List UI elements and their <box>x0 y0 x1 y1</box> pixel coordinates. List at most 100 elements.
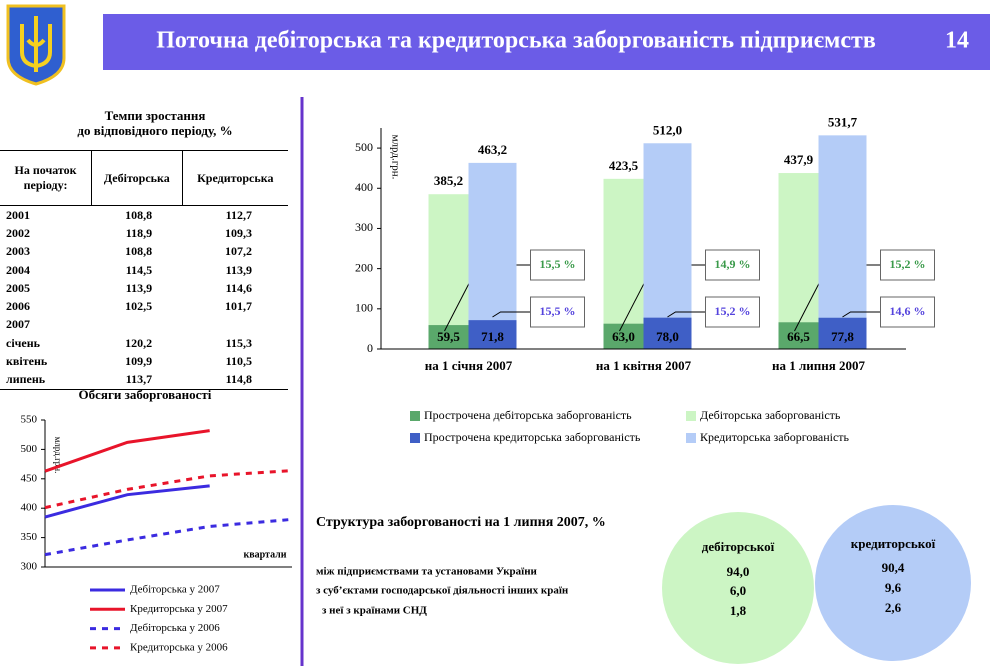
bar <box>428 325 469 349</box>
table-row: 2005 113,9 114,6 <box>0 279 288 297</box>
table-row: 2004 114,5 113,9 <box>0 261 288 279</box>
x-axis-label: квартали <box>243 549 286 560</box>
y-tick-label: 0 <box>367 341 373 355</box>
share-box <box>530 296 585 328</box>
y-axis-label: млрд.грн. <box>53 437 63 474</box>
share-label: 15,2 % <box>715 304 751 318</box>
share-box <box>530 249 585 281</box>
share-label: 14,9 % <box>715 257 751 271</box>
bar <box>603 178 644 349</box>
growth-table: На початок періоду: Дебіторська Кредиторсь… <box>0 150 290 390</box>
table-cell: 108,8 <box>125 244 153 259</box>
table-cell: 2003 <box>6 244 30 259</box>
table-cell: 2004 <box>6 262 30 277</box>
chart-title: Обсяги заборгованості <box>79 387 212 402</box>
legend-label: Дебіторська заборгованість <box>700 408 841 422</box>
circle-value: 94,0 <box>727 564 750 579</box>
y-tick-label: 400 <box>21 502 38 514</box>
table-cell: квітень <box>6 354 48 369</box>
table-cell: 2001 <box>6 207 30 222</box>
table-cell: 120,2 <box>125 335 153 350</box>
table-cell: 114,6 <box>225 280 252 295</box>
line-series <box>44 517 293 557</box>
table-cell: 110,5 <box>225 354 252 369</box>
legend-swatch <box>686 411 696 421</box>
table-cell: 118,9 <box>125 225 153 240</box>
value-label: 512,0 <box>653 122 682 137</box>
table-cell: 101,7 <box>225 299 252 314</box>
bar <box>818 135 867 349</box>
value-label: 423,5 <box>609 158 639 173</box>
bar <box>818 317 867 349</box>
share-box <box>880 296 935 328</box>
share-label: 15,2 % <box>890 257 926 271</box>
y-tick-label: 550 <box>21 414 38 426</box>
legend-swatch <box>686 433 696 443</box>
leader-line <box>667 311 706 318</box>
table-cell: 2007 <box>6 317 30 332</box>
share-label: 14,6 % <box>890 304 926 318</box>
value-label: 437,9 <box>784 152 814 167</box>
circle-value: 1,8 <box>730 603 747 618</box>
y-tick-label: 500 <box>355 140 373 154</box>
value-label: 59,5 <box>437 329 460 344</box>
table-cell: липень <box>0 370 92 390</box>
legend-label: Кредиторська заборгованість <box>700 430 850 444</box>
circle-value: 9,6 <box>885 580 902 595</box>
y-tick-label: 500 <box>21 443 38 455</box>
table-row: 2006 102,5 101,7 <box>0 297 288 315</box>
bar <box>468 320 517 349</box>
circle-value: 6,0 <box>730 583 746 598</box>
leader-line <box>842 311 881 318</box>
value-label: 78,0 <box>656 329 679 344</box>
x-tick-label: на 1 квітня 2007 <box>596 358 692 373</box>
table-title: до відповідного періоду, % <box>77 123 232 138</box>
y-tick-label: 200 <box>355 260 373 274</box>
structure-row: з суб’єктами господарської діяльності ін… <box>316 585 569 597</box>
bar <box>603 323 644 349</box>
share-box <box>705 296 760 328</box>
legend-label: Кредиторська у 2006 <box>130 641 228 653</box>
table-cell: 115,3 <box>225 335 252 350</box>
table-cell: 114,8 <box>182 370 288 390</box>
structure-title: Структура заборгованості на 1 липня 2007… <box>316 515 606 530</box>
table-cell: 102,5 <box>125 299 153 314</box>
table-row: 2003 108,8 107,2 <box>0 243 288 261</box>
y-tick-label: 300 <box>21 561 38 573</box>
legend-swatch <box>410 433 420 443</box>
header-bar <box>103 14 990 70</box>
header-title: Поточна дебіторська та кредиторська забо… <box>156 28 876 54</box>
table-row: 2001 108,8 112,7 <box>0 206 288 225</box>
table-cell: 113,9 <box>125 280 153 295</box>
table-cell: 2002 <box>6 225 30 240</box>
column-header: На початок періоду: <box>0 150 92 206</box>
bar <box>778 173 819 349</box>
table-cell: 114,5 <box>125 262 153 277</box>
share-label: 15,5 % <box>540 257 576 271</box>
table-cell: 109,3 <box>225 225 252 240</box>
table-cell <box>182 316 288 334</box>
value-label: 463,2 <box>478 142 507 157</box>
bar <box>468 162 517 349</box>
structure-row: з неї з країнами СНД <box>322 605 427 617</box>
page-number: 14 <box>945 28 969 54</box>
y-tick-label: 400 <box>355 180 373 194</box>
debit-circle <box>662 512 814 664</box>
column-header: Кредиторська <box>181 150 288 206</box>
table-cell: січень <box>6 335 41 350</box>
table-cell: 2006 <box>6 299 30 314</box>
share-box <box>705 249 760 281</box>
leader-line <box>492 311 531 318</box>
line-series <box>44 484 210 519</box>
column-header: Дебіторська <box>91 150 183 206</box>
table: На початок періоду: Дебіторська Кредиторсь… <box>0 150 288 390</box>
table-cell: 2005 <box>6 280 30 295</box>
table-row: 2007 <box>0 316 288 334</box>
value-label: 77,8 <box>831 329 854 344</box>
y-tick-label: 350 <box>21 531 38 543</box>
table-cell <box>92 316 183 334</box>
legend-label: Дебіторська у 2006 <box>130 622 220 634</box>
line-series <box>44 469 293 510</box>
value-label: 385,2 <box>434 173 463 188</box>
